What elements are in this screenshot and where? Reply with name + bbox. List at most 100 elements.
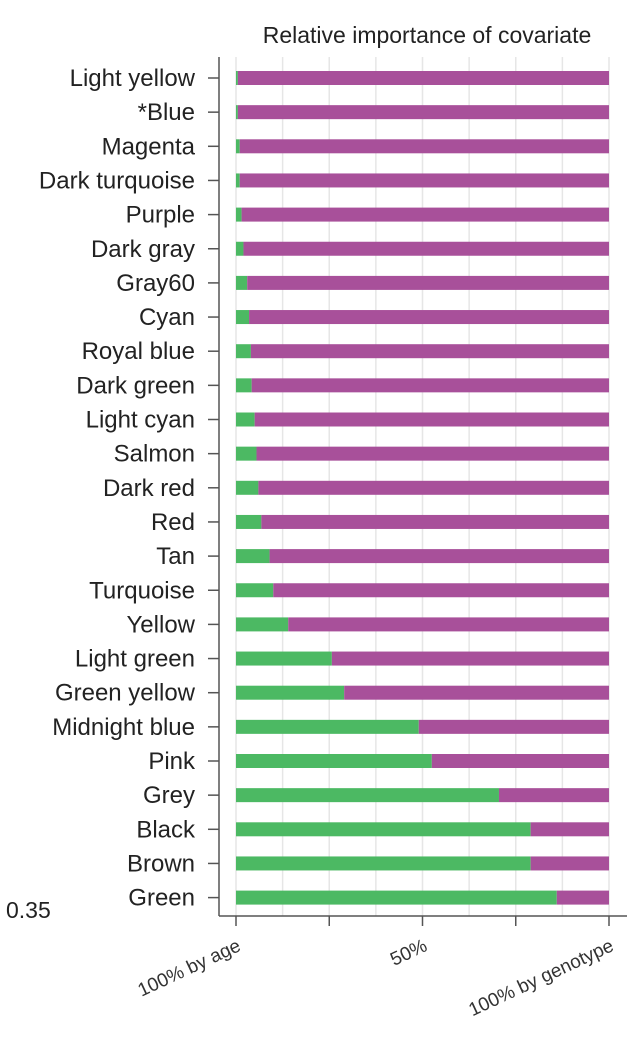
bar-row (236, 754, 609, 768)
bar-genotype-segment (239, 173, 610, 188)
bar-genotype-segment (247, 275, 609, 290)
bar-genotype-segment (243, 241, 609, 256)
bar-age-segment (236, 105, 238, 120)
bar-genotype-segment (256, 446, 609, 461)
bar-age-segment (236, 480, 259, 495)
category-label: Light yellow (70, 65, 196, 92)
bar-row (236, 207, 609, 222)
bar-row (236, 583, 609, 598)
bar-row (236, 71, 610, 85)
category-label: Green (128, 885, 195, 912)
category-label: Dark red (103, 475, 195, 502)
category-label: Dark gray (91, 236, 195, 263)
bar-genotype-segment (241, 207, 609, 222)
bar-row (236, 549, 609, 564)
bar-genotype-segment (251, 378, 609, 393)
category-label: Grey (143, 782, 195, 809)
category-label: *Blue (138, 99, 195, 126)
bar-row (236, 446, 609, 461)
bar-row (236, 480, 609, 495)
bar-age-segment (236, 514, 262, 529)
bar-age-segment (236, 856, 531, 871)
bar-row (236, 173, 610, 188)
bar-age-segment (236, 71, 238, 85)
bar-age-segment (236, 651, 332, 666)
bar-row (236, 378, 609, 393)
bar-age-segment (236, 890, 557, 905)
bar-row (236, 514, 609, 529)
bar-row (236, 822, 609, 837)
bar-age-segment (236, 754, 432, 768)
category-label: Magenta (102, 133, 196, 160)
bar-row (236, 275, 609, 290)
bar-genotype-segment (273, 583, 609, 598)
bar-age-segment (236, 378, 252, 393)
bar-age-segment (236, 446, 257, 461)
category-label: Midnight blue (52, 714, 195, 741)
category-label: Black (136, 816, 196, 843)
bar-age-segment (236, 173, 240, 188)
category-label: Pink (148, 748, 196, 775)
bar-row (236, 890, 609, 905)
category-labels: Light yellow *Blue Magenta Dark turquoise Pu… (39, 65, 219, 912)
x-tick-label: 50% (387, 935, 430, 970)
bar-age-segment (236, 241, 244, 256)
bar-genotype-segment (261, 514, 609, 529)
bar-row (236, 651, 609, 666)
bar-genotype-segment (530, 822, 609, 837)
edge-annotation: 0.35 (6, 897, 51, 923)
bar-row (236, 719, 609, 734)
bar-row (236, 241, 609, 256)
bar-genotype-segment (288, 617, 609, 632)
category-label: Purple (126, 202, 195, 229)
bar-row (236, 412, 609, 427)
category-label: Gray60 (116, 270, 195, 297)
bar-genotype-segment (556, 890, 609, 905)
bar-genotype-segment (237, 105, 610, 120)
category-label: Royal blue (82, 338, 195, 365)
bar-age-segment (236, 310, 250, 325)
category-label: Dark green (76, 372, 195, 399)
bar-genotype-segment (249, 310, 609, 325)
category-label: Brown (127, 850, 195, 877)
category-label: Turquoise (89, 577, 195, 604)
bar-row (236, 105, 610, 120)
category-label: Green yellow (55, 680, 196, 707)
bar-genotype-segment (418, 719, 609, 734)
category-label: Yellow (127, 611, 196, 638)
bar-row (236, 139, 610, 154)
bar-age-segment (236, 719, 419, 734)
bar-age-segment (236, 549, 270, 564)
category-label: Tan (156, 543, 195, 570)
bar-genotype-segment (431, 754, 609, 768)
bar-genotype-segment (239, 139, 610, 154)
bar-row (236, 310, 609, 325)
bar-age-segment (236, 822, 531, 837)
x-tick-label: 100% by age (135, 935, 244, 1001)
bar-row (236, 788, 609, 803)
category-label: Salmon (114, 441, 195, 468)
category-label: Light green (75, 646, 195, 673)
category-label: Light cyan (86, 407, 195, 434)
bar-genotype-segment (498, 788, 609, 803)
bar-genotype-segment (530, 856, 609, 871)
bar-genotype-segment (344, 685, 609, 700)
bar-age-segment (236, 275, 248, 290)
x-ticks: 100% by age 50% 100% by genotype (135, 916, 617, 1021)
bar-genotype-segment (258, 480, 609, 495)
bars (236, 71, 610, 905)
x-tick-label: 100% by genotype (466, 935, 618, 1021)
bar-genotype-segment (250, 344, 610, 359)
chart-title: Relative importance of covariate (263, 22, 592, 48)
bar-age-segment (236, 412, 255, 427)
bar-age-segment (236, 685, 345, 700)
bar-age-segment (236, 617, 289, 632)
bar-age-segment (236, 344, 251, 359)
bar-row (236, 617, 609, 632)
bar-genotype-segment (269, 549, 609, 564)
bar-genotype-segment (331, 651, 609, 666)
category-label: Red (151, 509, 195, 536)
bar-age-segment (236, 207, 242, 222)
category-label: Cyan (139, 304, 195, 331)
